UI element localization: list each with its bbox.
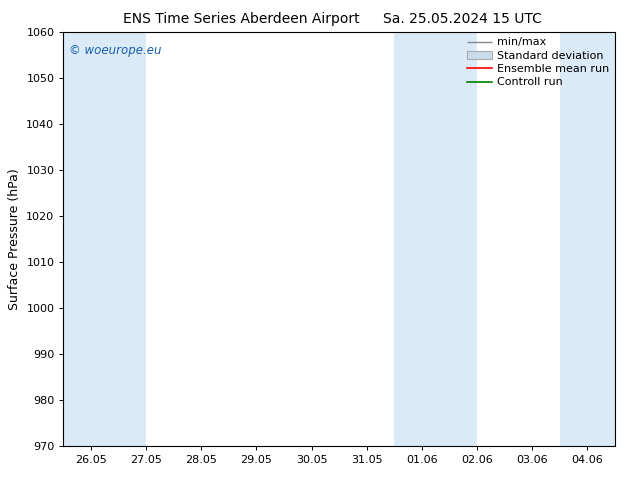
Text: Sa. 25.05.2024 15 UTC: Sa. 25.05.2024 15 UTC <box>384 12 542 26</box>
Text: ENS Time Series Aberdeen Airport: ENS Time Series Aberdeen Airport <box>122 12 359 26</box>
Bar <box>560 32 615 446</box>
Bar <box>394 32 477 446</box>
Y-axis label: Surface Pressure (hPa): Surface Pressure (hPa) <box>8 168 21 310</box>
Text: © woeurope.eu: © woeurope.eu <box>69 44 162 57</box>
Bar <box>63 32 146 446</box>
Legend: min/max, Standard deviation, Ensemble mean run, Controll run: min/max, Standard deviation, Ensemble me… <box>465 35 612 90</box>
